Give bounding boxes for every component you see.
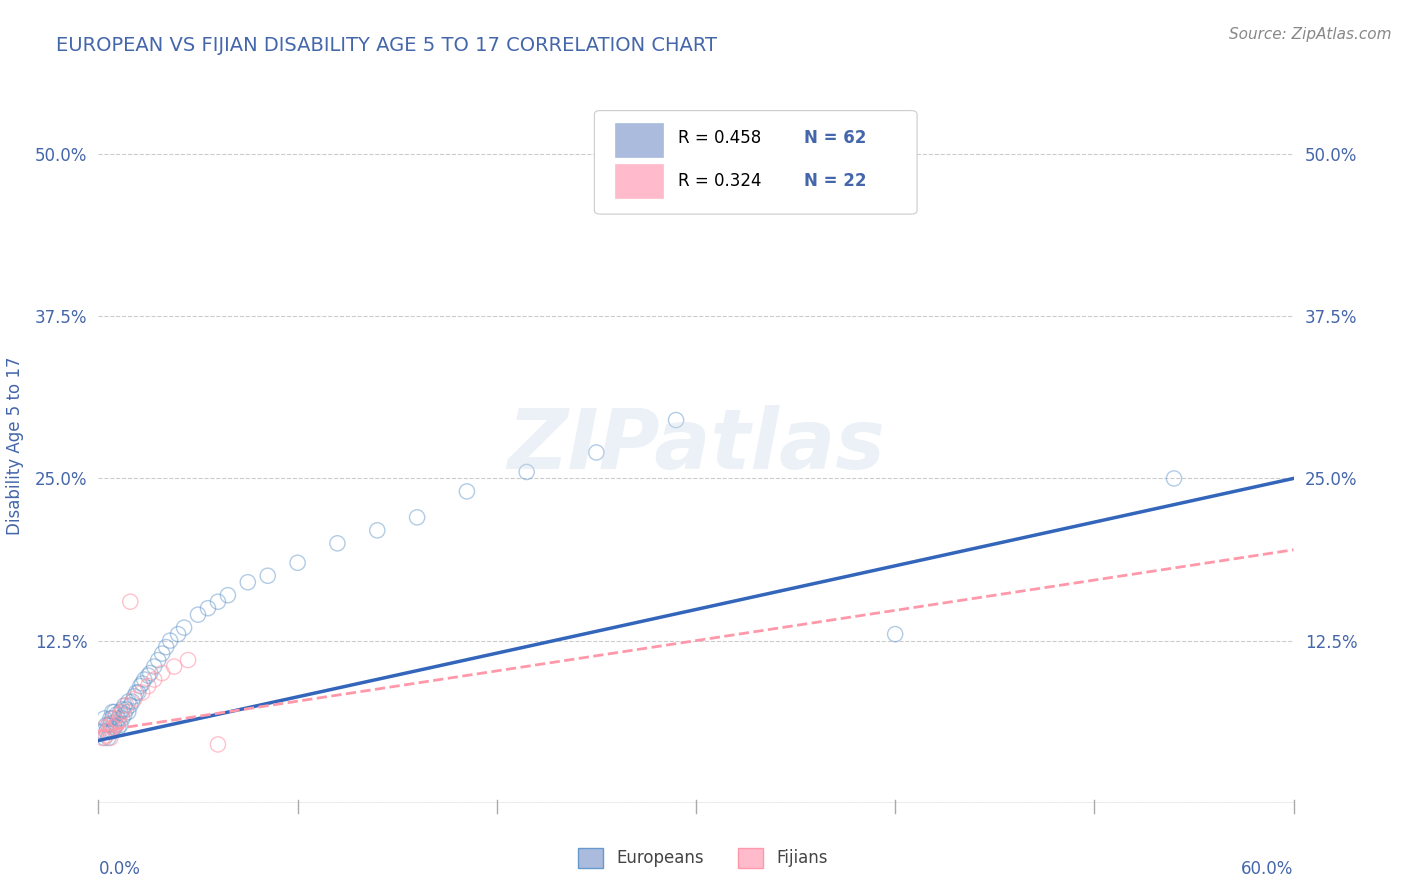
Y-axis label: Disability Age 5 to 17: Disability Age 5 to 17	[6, 357, 24, 535]
Text: 0.0%: 0.0%	[98, 860, 141, 878]
Point	[121, 695, 143, 709]
Point	[256, 568, 278, 582]
Point	[136, 679, 159, 693]
Point	[150, 666, 173, 681]
Legend: Europeans, Fijians: Europeans, Fijians	[572, 841, 834, 875]
Point	[97, 731, 120, 745]
Point	[456, 484, 478, 499]
Point	[150, 647, 173, 661]
FancyBboxPatch shape	[595, 111, 917, 214]
Point	[96, 724, 118, 739]
Text: Source: ZipAtlas.com: Source: ZipAtlas.com	[1229, 27, 1392, 42]
Point	[516, 465, 538, 479]
Point	[117, 705, 139, 719]
Point	[287, 556, 309, 570]
Point	[127, 685, 149, 699]
Text: R = 0.324: R = 0.324	[678, 171, 762, 189]
FancyBboxPatch shape	[614, 164, 662, 198]
Point	[124, 690, 146, 704]
Point	[100, 711, 122, 725]
Point	[91, 731, 114, 745]
Point	[173, 621, 195, 635]
Point	[197, 601, 219, 615]
Point	[93, 711, 115, 725]
Point	[136, 668, 159, 682]
Point	[107, 711, 129, 725]
Point	[100, 718, 122, 732]
Point	[139, 666, 162, 681]
Point	[111, 705, 134, 719]
Point	[143, 659, 166, 673]
Point	[97, 724, 120, 739]
Point	[91, 724, 114, 739]
Point	[167, 627, 190, 641]
Point	[217, 588, 239, 602]
Point	[236, 575, 259, 590]
Point	[105, 718, 128, 732]
Point	[112, 707, 135, 722]
Point	[100, 724, 122, 739]
Point	[111, 702, 134, 716]
Point	[125, 685, 148, 699]
Point	[105, 718, 128, 732]
Point	[110, 707, 132, 722]
Point	[115, 702, 138, 716]
Point	[110, 718, 132, 732]
Point	[131, 685, 153, 699]
Point	[131, 676, 153, 690]
Text: R = 0.458: R = 0.458	[678, 128, 761, 146]
Point	[107, 721, 129, 735]
Point	[103, 711, 125, 725]
Point	[101, 711, 124, 725]
Point	[366, 524, 388, 538]
Point	[100, 718, 122, 732]
Point	[143, 673, 166, 687]
Point	[107, 715, 129, 730]
Point	[93, 721, 115, 735]
Point	[665, 413, 688, 427]
Point	[187, 607, 209, 622]
Text: 60.0%: 60.0%	[1241, 860, 1294, 878]
Point	[110, 705, 132, 719]
Point	[585, 445, 607, 459]
Point	[115, 698, 138, 713]
Point	[124, 692, 146, 706]
Point	[100, 731, 122, 745]
Point	[111, 711, 134, 725]
Point	[101, 724, 124, 739]
Point	[120, 698, 142, 713]
Point	[112, 698, 135, 713]
Point	[134, 673, 156, 687]
FancyBboxPatch shape	[614, 123, 662, 157]
Point	[96, 718, 118, 732]
Point	[120, 595, 142, 609]
Text: EUROPEAN VS FIJIAN DISABILITY AGE 5 TO 17 CORRELATION CHART: EUROPEAN VS FIJIAN DISABILITY AGE 5 TO 1…	[56, 36, 717, 54]
Point	[117, 695, 139, 709]
Point	[101, 721, 124, 735]
Point	[148, 653, 170, 667]
Text: ZIPatlas: ZIPatlas	[508, 406, 884, 486]
Point	[103, 715, 125, 730]
Text: N = 22: N = 22	[804, 171, 866, 189]
Point	[101, 705, 124, 719]
Point	[103, 721, 125, 735]
Point	[207, 738, 229, 752]
Point	[105, 707, 128, 722]
Text: N = 62: N = 62	[804, 128, 866, 146]
Point	[97, 718, 120, 732]
Point	[159, 633, 181, 648]
Point	[129, 679, 152, 693]
Point	[155, 640, 177, 654]
Point	[103, 705, 125, 719]
Point	[93, 731, 115, 745]
Point	[406, 510, 429, 524]
Point	[177, 653, 200, 667]
Point	[207, 595, 229, 609]
Point	[884, 627, 907, 641]
Point	[96, 728, 118, 742]
Point	[326, 536, 349, 550]
Point	[1163, 471, 1185, 485]
Point	[163, 659, 186, 673]
